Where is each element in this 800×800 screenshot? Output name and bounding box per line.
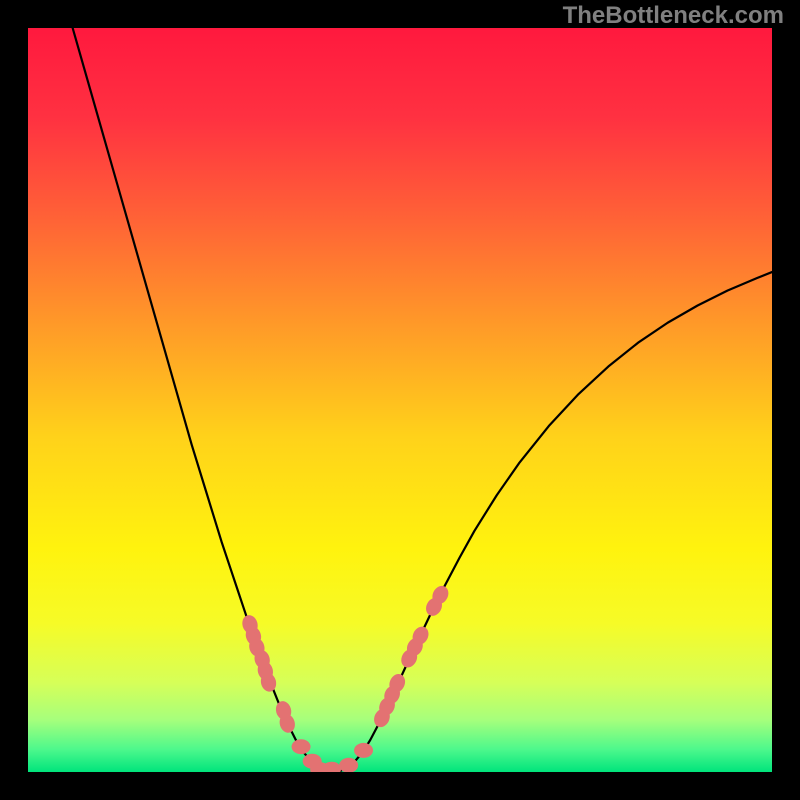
watermark-text: TheBottleneck.com — [563, 2, 784, 30]
chart-root: TheBottleneck.com — [0, 0, 800, 800]
data-point — [292, 739, 311, 754]
plot-area — [28, 28, 772, 772]
curve-layer — [28, 28, 772, 772]
data-point — [354, 743, 373, 758]
data-point — [322, 761, 341, 772]
bottleneck-curve — [73, 28, 772, 772]
